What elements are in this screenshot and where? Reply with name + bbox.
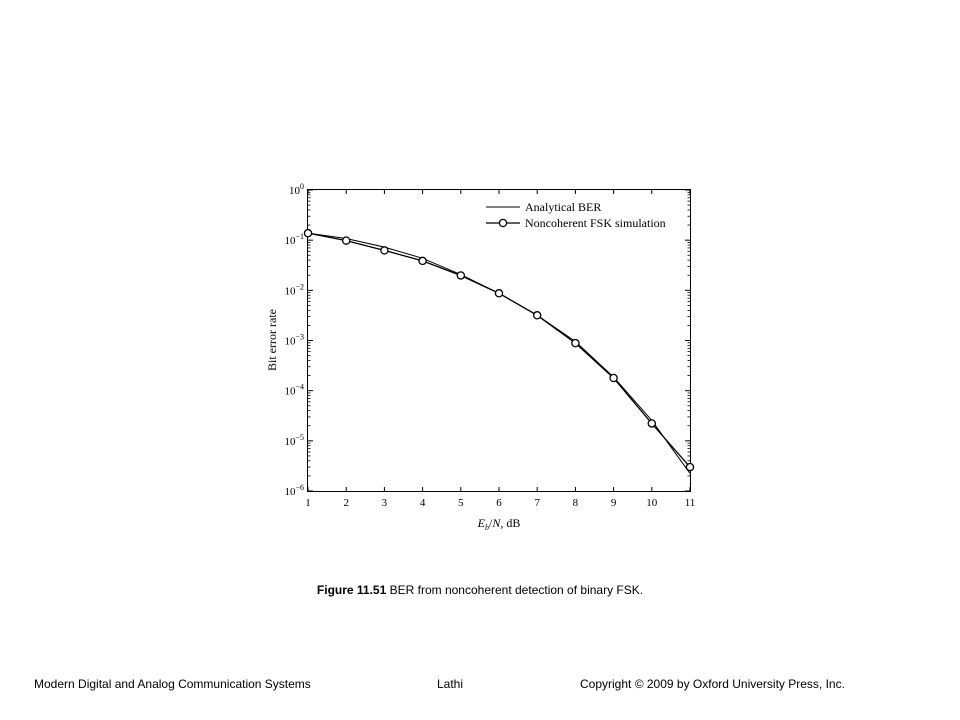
x-tick-label: 1 bbox=[305, 497, 311, 509]
simulation-marker bbox=[341, 236, 351, 245]
x-tick-label: 7 bbox=[534, 497, 540, 509]
legend-marker-simulation bbox=[498, 218, 508, 228]
x-tick-label: 6 bbox=[496, 497, 502, 509]
x-tick-label: 11 bbox=[685, 497, 696, 509]
y-tick-label: 10−2 bbox=[284, 282, 304, 297]
y-tick-label: 10−1 bbox=[284, 232, 304, 247]
legend-label-simulation: Noncoherent FSK simulation bbox=[525, 216, 666, 230]
y-tick-label: 10−5 bbox=[284, 433, 304, 448]
simulation-marker bbox=[380, 246, 389, 255]
simulation-marker bbox=[418, 256, 427, 266]
footer-copyright: Copyright © 2009 by Oxford University Pr… bbox=[580, 677, 845, 691]
simulation-marker bbox=[532, 311, 542, 320]
figure-caption: Figure 11.51 BER from noncoherent detect… bbox=[0, 583, 960, 597]
footer-book-title: Modern Digital and Analog Communication … bbox=[34, 677, 311, 691]
simulation-marker bbox=[685, 462, 695, 472]
x-tick-label: 3 bbox=[382, 497, 388, 509]
analytical-ber-line bbox=[307, 232, 691, 474]
y-tick-label: 100 bbox=[289, 182, 304, 197]
simulation-marker bbox=[647, 419, 657, 428]
series-layer bbox=[303, 228, 695, 474]
y-axis-label: Bit error rate bbox=[265, 309, 279, 371]
x-axis: 1 2 3 4 5 6 7 8 9 10 11 bbox=[305, 190, 695, 509]
simulation-marker bbox=[609, 373, 618, 383]
y-tick-label: 10−4 bbox=[284, 383, 304, 398]
simulation-marker bbox=[303, 228, 313, 238]
x-tick-label: 10 bbox=[646, 497, 658, 509]
simulation-marker bbox=[571, 338, 580, 348]
x-tick-label: 8 bbox=[573, 497, 579, 509]
simulation-line bbox=[307, 232, 691, 468]
caption-text: BER from noncoherent detection of binary… bbox=[386, 583, 644, 597]
figure-label: Figure 11.51 bbox=[316, 583, 387, 597]
plot-frame bbox=[307, 189, 691, 492]
x-tick-label: 2 bbox=[343, 497, 349, 509]
x-axis-label: Eb/N, dB bbox=[477, 516, 521, 532]
y-tick-label: 10−3 bbox=[284, 333, 304, 348]
simulation-marker bbox=[494, 289, 504, 298]
footer-author: Lathi bbox=[437, 677, 464, 691]
legend: Analytical BER Noncoherent FSK simulatio… bbox=[486, 200, 666, 230]
y-axis: 100 10−1 10−2 10−3 10−4 10−5 10−6 bbox=[284, 182, 690, 498]
x-tick-label: 9 bbox=[611, 497, 617, 509]
simulation-marker bbox=[456, 271, 466, 280]
legend-label-analytical: Analytical BER bbox=[525, 200, 601, 214]
x-tick-label: 5 bbox=[458, 497, 464, 509]
x-tick-label: 4 bbox=[420, 497, 426, 509]
y-tick-label: 10−6 bbox=[284, 483, 304, 498]
